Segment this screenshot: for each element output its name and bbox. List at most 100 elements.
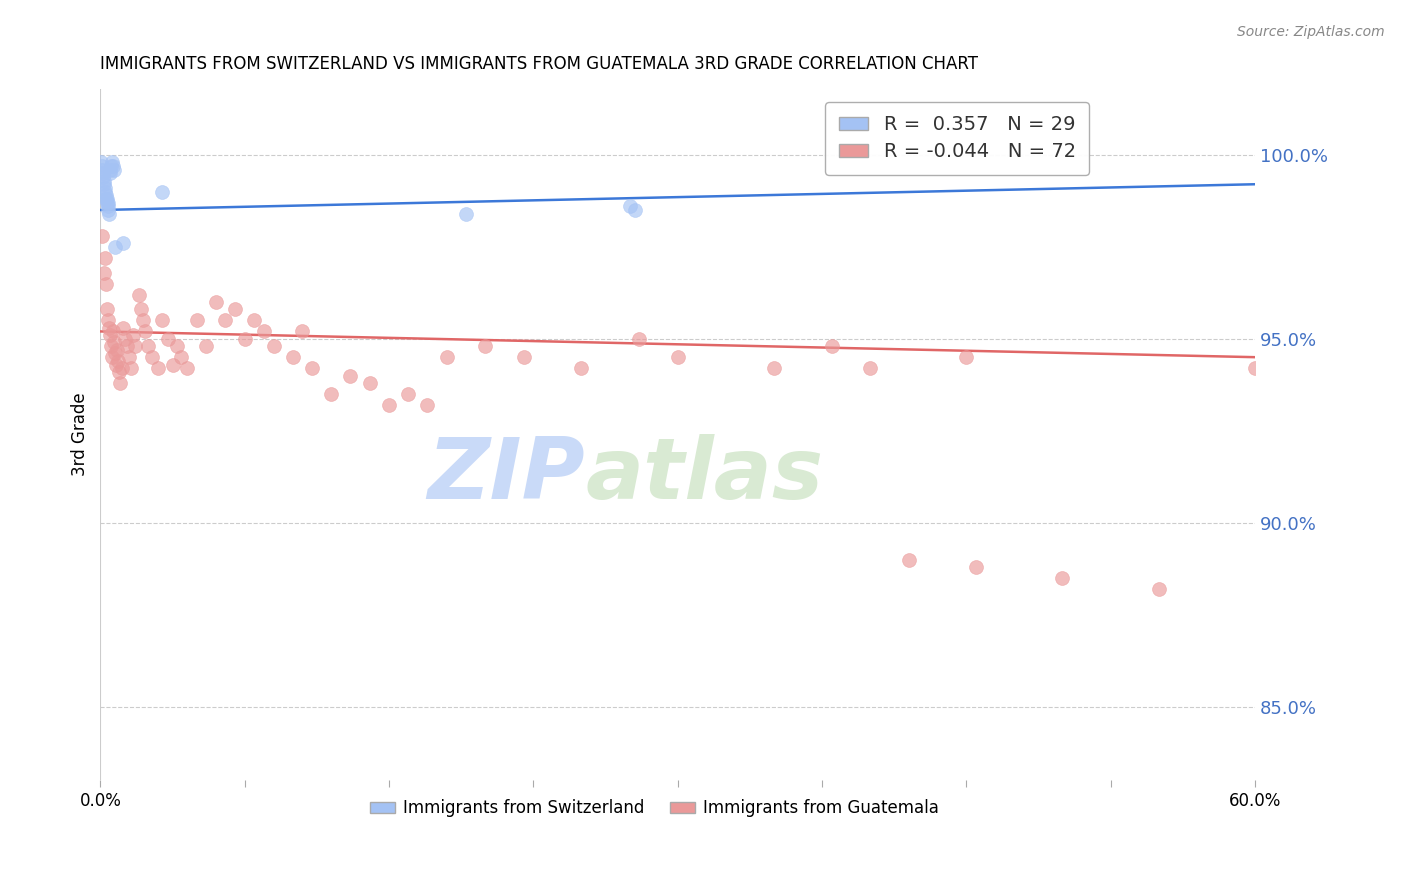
Point [107,365,129,379]
Point [114,332,136,346]
Point [128,287,150,301]
Point [103,162,125,177]
Point [97,195,120,210]
Point [94,192,117,206]
Point [101,350,124,364]
Point [96,192,118,206]
Text: Source: ZipAtlas.com: Source: ZipAtlas.com [1237,25,1385,39]
Point [263,339,285,353]
Point [117,339,139,353]
Point [339,368,361,383]
Point [224,302,246,317]
Point [141,350,163,364]
Point [762,361,785,376]
Point [321,387,343,401]
Point [94,185,117,199]
Point [474,339,496,353]
Point [100,159,122,173]
Point [204,295,226,310]
Point [166,339,188,353]
Point [101,325,124,339]
Point [98,162,121,177]
Point [90,155,112,169]
Point [93,266,115,280]
Point [94,251,117,265]
Point [170,350,193,364]
Point [93,181,115,195]
Text: IMMIGRANTS FROM SWITZERLAND VS IMMIGRANTS FROM GUATEMALA 3RD GRADE CORRELATION C: IMMIGRANTS FROM SWITZERLAND VS IMMIGRANT… [100,55,979,73]
Point [90,159,112,173]
Point [859,361,882,376]
Point [93,173,115,187]
Point [624,202,647,217]
Point [120,361,142,376]
Y-axis label: 3rd Grade: 3rd Grade [72,392,89,476]
Point [101,155,124,169]
Point [98,207,121,221]
Point [124,339,146,353]
Point [619,199,641,213]
Point [131,313,153,327]
Point [454,207,477,221]
Point [91,166,114,180]
Text: atlas: atlas [585,434,824,517]
Point [214,313,236,327]
Point [91,169,114,184]
Point [512,350,534,364]
Point [97,199,120,213]
Point [134,325,156,339]
Point [156,332,179,346]
Point [112,320,135,334]
Point [104,240,127,254]
Point [1147,582,1170,596]
Legend: Immigrants from Switzerland, Immigrants from Guatemala: Immigrants from Switzerland, Immigrants … [363,792,946,824]
Point [359,376,381,390]
Point [820,339,842,353]
Point [94,188,117,202]
Point [107,354,129,368]
Text: ZIP: ZIP [427,434,585,517]
Point [129,302,152,317]
Point [233,332,256,346]
Point [104,346,127,360]
Point [110,361,132,376]
Point [416,398,439,412]
Point [436,350,458,364]
Point [96,302,118,317]
Point [138,339,160,353]
Point [97,202,120,217]
Point [195,339,218,353]
Point [628,332,651,346]
Point [176,361,198,376]
Point [108,376,131,390]
Point [93,178,115,192]
Point [162,358,184,372]
Point [955,350,977,364]
Point [897,552,920,566]
Point [98,166,121,180]
Point [100,339,122,353]
Point [94,277,117,291]
Point [1052,571,1074,585]
Point [281,350,304,364]
Point [301,361,323,376]
Point [146,361,169,376]
Point [97,313,120,327]
Point [112,236,135,251]
Point [150,313,173,327]
Point [98,320,121,334]
Point [965,560,987,574]
Point [96,195,118,210]
Point [186,313,208,327]
Point [118,350,141,364]
Point [150,185,173,199]
Point [666,350,689,364]
Point [253,325,276,339]
Point [378,398,401,412]
Point [571,361,593,376]
Point [98,328,121,343]
Point [91,228,114,243]
Point [291,325,314,339]
Point [103,335,125,350]
Point [243,313,266,327]
